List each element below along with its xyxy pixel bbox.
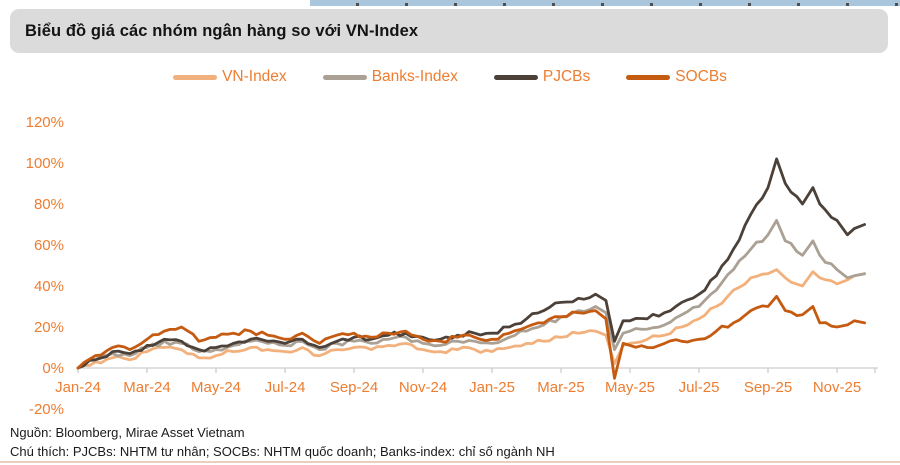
svg-text:120%: 120% (26, 114, 64, 131)
legend-swatch (493, 74, 538, 80)
svg-text:80%: 80% (34, 196, 64, 213)
svg-text:Jul-24: Jul-24 (265, 379, 306, 396)
svg-text:Mar-25: Mar-25 (537, 379, 585, 396)
x-axis (77, 367, 878, 373)
chart-footer: Nguồn: Bloomberg, Mirae Asset Vietnam Ch… (10, 424, 890, 461)
legend-label: PJCBs (542, 68, 591, 85)
legend-label: Banks-Index (371, 68, 458, 85)
svg-text:Jan-24: Jan-24 (55, 379, 101, 396)
svg-text:Nov-24: Nov-24 (399, 379, 447, 396)
chart-legend: VN-Index Banks-Index PJCBs SOCBs (0, 62, 900, 92)
legend-swatch (173, 74, 218, 80)
legend-item-vn-index: VN-Index (173, 68, 287, 86)
cropped-text-fragments (310, 3, 900, 6)
legend-swatch (322, 74, 367, 80)
svg-text:Sep-25: Sep-25 (744, 379, 792, 396)
svg-text:Mar-24: Mar-24 (123, 379, 171, 396)
series-line-vn-index (76, 268, 866, 370)
svg-text:100%: 100% (26, 155, 64, 172)
legend-label: VN-Index (222, 68, 287, 85)
svg-text:-20%: -20% (29, 401, 64, 418)
y-axis-labels: 120% 100% 80% 60% 40% 20% 0% -20% (26, 114, 64, 418)
series-line-socbs (76, 294, 866, 380)
svg-text:40%: 40% (34, 278, 64, 295)
svg-text:0%: 0% (42, 360, 64, 377)
svg-text:60%: 60% (34, 237, 64, 254)
legend-item-pjcbs: PJCBs (493, 68, 591, 86)
svg-text:Nov-25: Nov-25 (813, 379, 861, 396)
legend-note: Chú thích: PJCBs: NHTM tư nhân; SOCBs: N… (10, 443, 555, 459)
series-line-banks-index (76, 219, 866, 370)
cropped-table-row (310, 0, 900, 6)
svg-text:Sep-24: Sep-24 (330, 379, 378, 396)
legend-label: SOCBs (675, 68, 727, 85)
svg-text:Jan-25: Jan-25 (469, 379, 515, 396)
legend-item-banks-index: Banks-Index (322, 68, 458, 86)
chart-title-bar: Biểu đồ giá các nhóm ngân hàng so với VN… (10, 9, 888, 53)
legend-item-socbs: SOCBs (626, 68, 727, 86)
price-chart: Jan-24 Mar-24 May-24 Jul-24 Sep-24 Nov-24 Jan-… (26, 114, 878, 418)
x-axis-labels: Jan-24 Mar-24 May-24 Jul-24 Sep-24 Nov-24 Jan-… (55, 379, 861, 396)
chart-title: Biểu đồ giá các nhóm ngân hàng so với VN… (25, 21, 419, 40)
legend-swatch (626, 74, 671, 80)
svg-text:20%: 20% (34, 319, 64, 336)
svg-text:May-25: May-25 (605, 379, 655, 396)
bottom-divider (0, 461, 900, 463)
chart-area: Jan-24 Mar-24 May-24 Jul-24 Sep-24 Nov-24 Jan-… (0, 95, 900, 425)
source-note: Nguồn: Bloomberg, Mirae Asset Vietnam (10, 425, 245, 440)
svg-text:Jul-25: Jul-25 (679, 379, 720, 396)
svg-text:May-24: May-24 (191, 379, 241, 396)
